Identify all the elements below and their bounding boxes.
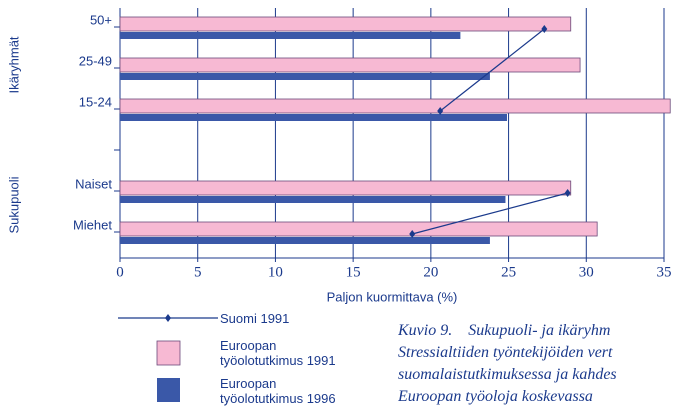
y-tick-label: 25-49 [79,53,112,68]
marker [564,189,571,197]
marker [437,107,444,115]
bar [120,114,508,121]
caption-line: Euroopan työoloja koskevassa [398,388,593,405]
group-label: Sukupuoli [6,176,21,233]
legend-swatch [156,340,181,366]
bar [119,16,572,32]
x-tick-label: 10 [268,264,283,280]
bar [119,98,671,114]
bar [119,180,572,196]
caption-line: Kuvio 9. Sukupuoli- ja ikäryhm [398,322,611,339]
bar [120,237,490,244]
x-tick-label: 35 [657,264,672,280]
y-tick-label: 15-24 [79,94,112,109]
line [412,192,568,235]
bar [120,196,506,203]
x-tick-label: 30 [579,264,594,280]
y-tick-label: Naiset [75,176,112,191]
x-tick-label: 15 [346,264,361,280]
legend-swatch [165,314,171,322]
y-tick-label: 50+ [90,12,112,27]
legend-label: Euroopan työolotutkimus 1991 [220,338,336,368]
legend-label: Euroopan työolotutkimus 1996 [220,376,336,406]
x-tick-label: 20 [423,264,438,280]
legend-label: Suomi 1991 [220,311,290,326]
x-tick-label: 0 [116,264,124,280]
group-label: Ikäryhmät [6,36,21,93]
bar [119,221,598,237]
y-tick-label: Miehet [73,217,112,232]
caption-line: Stressialtiiden työntekijöiden vert [398,344,613,361]
caption-line: suomalaistutkimuksessa ja kahdes [398,366,617,383]
caption: Kuvio 9. Sukupuoli- ja ikäryhm Stressial… [398,320,682,408]
bar [119,57,581,73]
bar [120,32,461,39]
legend-swatch [157,378,180,402]
x-axis-label: Paljon kuormittava (%) [327,289,458,304]
marker [409,230,416,238]
marker [541,25,548,33]
bar [120,73,490,80]
x-tick-label: 25 [501,264,516,280]
x-tick-label: 5 [194,264,202,280]
line [439,28,545,112]
